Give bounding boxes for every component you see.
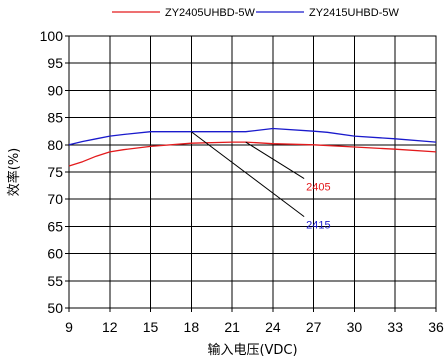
x-tick-label: 24 [265, 319, 281, 335]
y-tick-label: 70 [47, 191, 63, 207]
x-tick-label: 27 [306, 319, 322, 335]
tick-labels: 9 12 15 18 21 24 27 30 33 36 50 55 60 65 70 75 80 85 90 95 1… [40, 28, 444, 335]
y-tick-label: 85 [47, 110, 63, 126]
x-tick-label: 36 [428, 319, 444, 335]
annotation-label-2: 2415 [306, 220, 330, 232]
axis-titles: 输入电压(VDC) 效率(%) [6, 148, 298, 358]
x-tick-label: 12 [102, 319, 118, 335]
x-tick-label: 15 [143, 319, 159, 335]
series-layer [68, 127, 437, 167]
y-tick-label: 75 [47, 164, 63, 180]
y-tick-label: 80 [47, 137, 63, 153]
series-line-2 [68, 127, 437, 146]
legend-label-2: ZY2415UHBD-5W [309, 7, 399, 19]
y-axis-title: 效率(%) [6, 148, 22, 197]
y-tick-label: 90 [47, 82, 63, 98]
series-line-1 [68, 141, 437, 167]
annotation-leader-2 [191, 131, 305, 218]
x-tick-label: 30 [347, 319, 363, 335]
annotations-layer: 2405 2415 [191, 131, 331, 232]
annotation-label-1: 2405 [306, 182, 330, 194]
y-tick-label: 95 [47, 55, 63, 71]
y-tick-label: 65 [47, 218, 63, 234]
x-tick-label: 33 [387, 319, 403, 335]
x-tick-label: 21 [224, 319, 240, 335]
legend: ZY2405UHBD-5W ZY2415UHBD-5W [112, 7, 399, 19]
x-tick-label: 9 [65, 319, 73, 335]
annotation-leader-1 [245, 141, 305, 179]
axes [65, 35, 437, 312]
grid [69, 36, 436, 308]
legend-label-1: ZY2405UHBD-5W [165, 7, 255, 19]
x-tick-label: 18 [184, 319, 200, 335]
y-tick-label: 60 [47, 246, 63, 262]
y-tick-label: 50 [47, 300, 63, 316]
y-tick-label: 55 [47, 273, 63, 289]
y-tick-label: 100 [40, 28, 64, 44]
x-axis-title: 输入电压(VDC) [207, 342, 297, 358]
